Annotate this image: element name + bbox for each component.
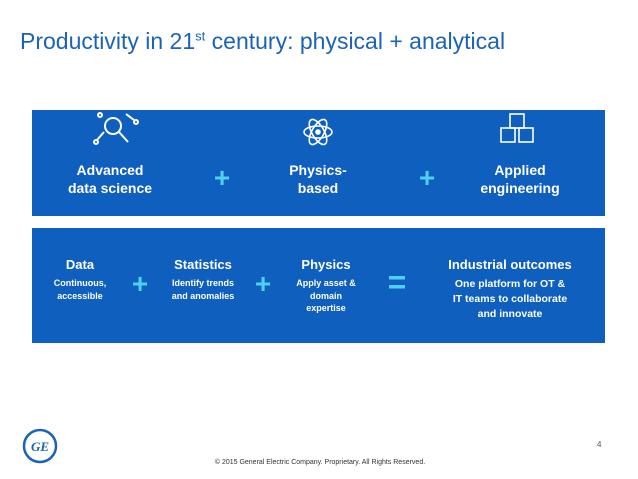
logo: GE: [22, 428, 58, 464]
label: engineering: [480, 180, 560, 196]
copyright: © 2015 General Electric Company. Proprie…: [214, 459, 426, 466]
atom-icon: [303, 118, 333, 146]
label: Continuous,: [53, 278, 107, 288]
page-number: 4: [597, 440, 602, 449]
label: Apply asset &: [296, 278, 356, 288]
title-sup: st: [195, 28, 206, 44]
item-title: Data: [65, 257, 95, 272]
item-title: Industrial outcomes: [448, 257, 572, 272]
label: Identify trends: [171, 278, 234, 288]
label: based: [297, 180, 339, 196]
item: Applied engineering: [480, 161, 559, 197]
title: Productivity in 21st century: physical +…: [20, 28, 505, 55]
label: accessible: [57, 290, 103, 301]
title-text: century: physical + analytical: [205, 28, 506, 54]
item: Advanced data science: [68, 161, 152, 197]
item-title: Physics: [301, 257, 351, 272]
plus: +: [254, 268, 272, 299]
item: Physics-based: [289, 161, 347, 197]
plus: +: [131, 268, 149, 299]
bottom-band: [32, 228, 605, 343]
label: Advanced: [76, 162, 144, 178]
label: Physics-: [289, 162, 347, 178]
label: One platform for OT &: [454, 278, 566, 290]
label: and anomalies: [171, 290, 235, 301]
item: Industrial outcomes One platform for OT &…: [448, 257, 572, 322]
data-science-icon: [93, 112, 139, 145]
title-text: Productivity in 21: [20, 28, 196, 54]
item-title: Statistics: [174, 257, 232, 272]
equals: =: [387, 264, 407, 300]
label: IT teams to collaborate: [452, 293, 568, 305]
plus: +: [418, 162, 436, 193]
label: expertise: [306, 303, 346, 313]
label: domain: [309, 290, 342, 301]
plus: +: [213, 162, 231, 193]
item: Data Continuous, accessible: [54, 257, 107, 302]
label: and innovate: [477, 308, 543, 320]
logo-text: GE: [31, 439, 49, 454]
label: Applied: [494, 162, 546, 178]
item: Statistics Identify trends and anomalies: [172, 257, 235, 302]
label: data science: [67, 180, 153, 196]
cubes-icon: [500, 113, 534, 143]
item: Physics Apply asset & domain expertise: [296, 257, 356, 315]
